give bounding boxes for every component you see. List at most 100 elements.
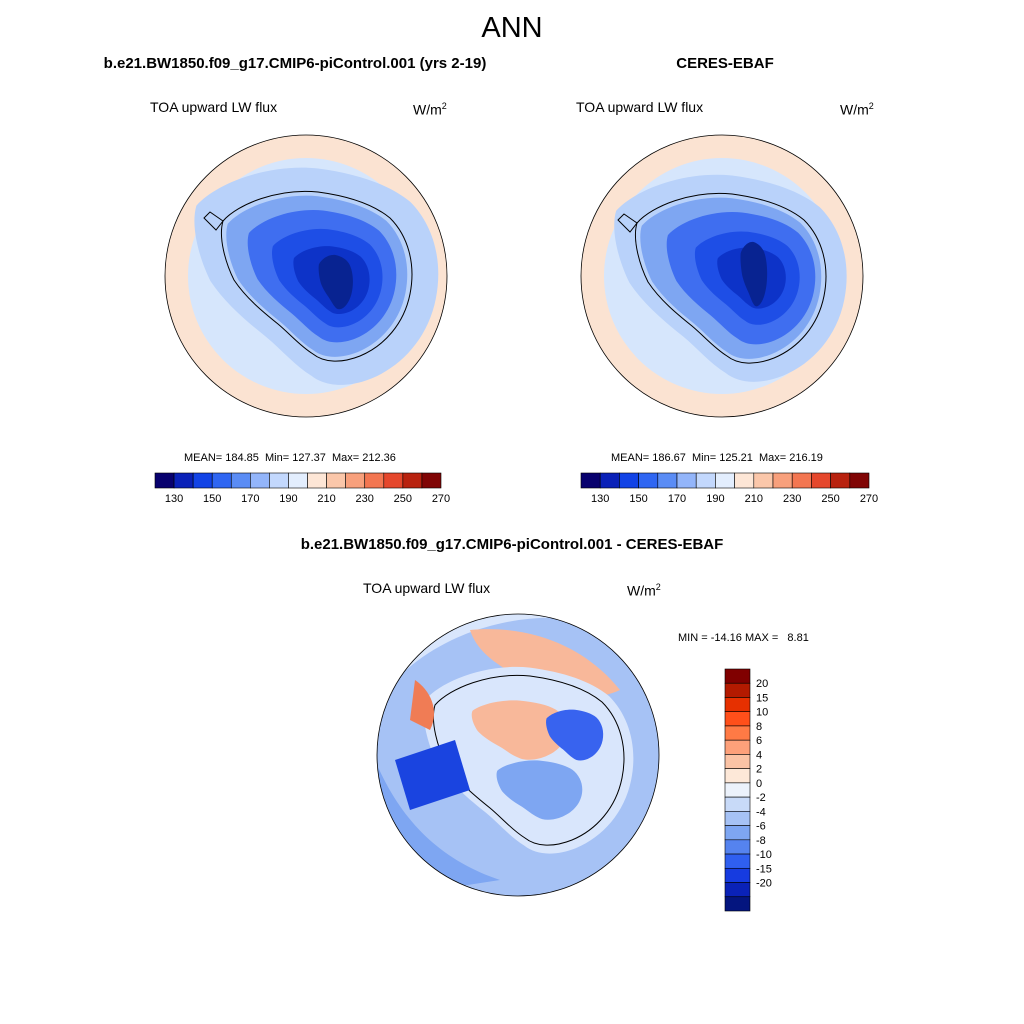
colorbar-tick-label: 8 bbox=[756, 721, 762, 733]
colorbar-swatch bbox=[250, 472, 270, 489]
colorbar-swatch bbox=[724, 825, 751, 841]
colorbar-swatch bbox=[724, 782, 751, 798]
panel-1-stats: MEAN= 184.85 Min= 127.37 Max= 212.36 bbox=[184, 452, 396, 464]
diff-dark-patch bbox=[395, 740, 470, 810]
colorbar-swatch bbox=[599, 472, 620, 489]
interior-core bbox=[318, 254, 353, 310]
colorbar-tick-label: 190 bbox=[279, 493, 297, 505]
peninsula-coastline bbox=[203, 211, 224, 231]
peninsula-coastline bbox=[617, 213, 638, 233]
colorbar-tick-label: -10 bbox=[756, 849, 772, 861]
colorbar-swatch bbox=[580, 472, 601, 489]
panel-3-variable: TOA upward LW flux bbox=[363, 580, 491, 596]
panel-3-title: b.e21.BW1850.f09_g17.CMIP6-piControl.001… bbox=[300, 536, 724, 553]
colorbar-tick-label: 2 bbox=[756, 764, 762, 776]
colorbar-swatch bbox=[753, 472, 774, 489]
main-title: ANN bbox=[481, 12, 543, 44]
colorbar-swatch bbox=[724, 682, 751, 698]
diff-mid-interior bbox=[496, 760, 583, 820]
colorbar-tick-label: -15 bbox=[756, 863, 772, 875]
panel-2-title: CERES-EBAF bbox=[676, 55, 774, 72]
panel-2-variable: TOA upward LW flux bbox=[576, 99, 704, 115]
colorbar-swatch bbox=[724, 853, 751, 869]
colorbar-swatch bbox=[269, 472, 289, 489]
colorbar-obs: 130 150 170 190 210 230 250 270 bbox=[580, 472, 878, 505]
colorbar-tick-label: 250 bbox=[394, 493, 412, 505]
colorbar-swatch bbox=[724, 725, 751, 741]
colorbar-tick-label: 210 bbox=[745, 493, 763, 505]
panel-1-variable: TOA upward LW flux bbox=[150, 99, 278, 115]
colorbar-swatch bbox=[724, 839, 751, 855]
colorbar-swatch bbox=[402, 472, 423, 489]
map-model-flux bbox=[165, 135, 447, 417]
diff-light-upper bbox=[377, 614, 659, 720]
colorbar-tick-label: 210 bbox=[317, 493, 335, 505]
colorbar-swatch bbox=[772, 472, 793, 489]
colorbar-tick-label: 230 bbox=[783, 493, 801, 505]
colorbar-swatch bbox=[211, 472, 232, 489]
colorbar-tick-label: 270 bbox=[860, 493, 878, 505]
colorbar-swatch bbox=[657, 472, 678, 489]
coastline bbox=[220, 190, 413, 362]
colorbar-tick-label: 20 bbox=[756, 678, 768, 690]
colorbar-swatch bbox=[695, 472, 716, 489]
colorbar-tick-label: 4 bbox=[756, 749, 762, 761]
colorbar-tick-label: -2 bbox=[756, 792, 766, 804]
colorbar-swatch bbox=[724, 867, 751, 883]
colorbar-swatch bbox=[345, 472, 366, 489]
diff-cold-interior bbox=[546, 709, 604, 761]
colorbar-tick-label: 15 bbox=[756, 692, 768, 704]
colorbar-tick-label: 230 bbox=[356, 493, 374, 505]
colorbar-swatch bbox=[724, 711, 751, 727]
colorbar-swatch bbox=[791, 472, 812, 489]
colorbar-swatch bbox=[830, 472, 851, 489]
colorbar-swatch bbox=[364, 472, 385, 489]
colorbar-swatch bbox=[326, 472, 346, 489]
colorbar-tick-label: 170 bbox=[241, 493, 259, 505]
colorbar-swatch bbox=[724, 882, 751, 898]
colorbar-swatch bbox=[421, 472, 442, 489]
colorbar-swatch bbox=[724, 796, 751, 812]
colorbar-swatch bbox=[724, 739, 751, 755]
diff-warm-interior bbox=[471, 700, 567, 760]
colorbar-tick-label: 150 bbox=[203, 493, 221, 505]
colorbar-swatch bbox=[638, 472, 659, 489]
panel-3-units: W/m2 bbox=[627, 582, 661, 599]
colorbar-tick-label: 270 bbox=[432, 493, 450, 505]
colorbar-swatch bbox=[383, 472, 404, 489]
colorbar-tick-label: 10 bbox=[756, 707, 768, 719]
colorbar-tick-label: 170 bbox=[668, 493, 686, 505]
colorbar-swatch bbox=[154, 472, 175, 489]
colorbar-swatch bbox=[724, 697, 751, 713]
colorbar-swatch bbox=[230, 472, 251, 489]
colorbar-swatch bbox=[173, 472, 194, 489]
colorbar-model: 130 150 170 190 210 230 250 270 bbox=[154, 472, 450, 505]
colorbar-swatch bbox=[619, 472, 639, 489]
colorbar-swatch bbox=[192, 472, 213, 489]
colorbar-swatch bbox=[307, 472, 327, 489]
colorbar-swatch bbox=[849, 472, 870, 489]
colorbar-tick-label: 130 bbox=[165, 493, 183, 505]
colorbar-swatch bbox=[811, 472, 831, 489]
colorbar-swatch bbox=[724, 754, 751, 769]
panel-2-units: W/m2 bbox=[840, 101, 874, 118]
colorbar-tick-label: 0 bbox=[756, 778, 762, 790]
map-obs-border bbox=[580, 134, 864, 418]
colorbar-swatch bbox=[724, 668, 751, 684]
colorbar-tick-label: -20 bbox=[756, 878, 772, 890]
interior-core bbox=[740, 241, 768, 307]
colorbar-tick-label: 130 bbox=[591, 493, 609, 505]
colorbar-tick-label: -6 bbox=[756, 821, 766, 833]
diff-peninsula-warm bbox=[410, 680, 435, 730]
colorbar-tick-label: -8 bbox=[756, 835, 766, 847]
colorbar-tick-label: -4 bbox=[756, 806, 766, 818]
colorbar-swatch bbox=[724, 768, 751, 784]
diff-warm-north bbox=[470, 629, 620, 698]
map-difference bbox=[377, 614, 659, 896]
map-model-border bbox=[164, 134, 448, 418]
panel-3-stats: MIN = -14.16 MAX = 8.81 bbox=[678, 632, 809, 644]
map-difference-border bbox=[376, 613, 660, 897]
panel-2-stats: MEAN= 186.67 Min= 125.21 Max= 216.19 bbox=[611, 452, 823, 464]
panel-1-units: W/m2 bbox=[413, 101, 447, 118]
